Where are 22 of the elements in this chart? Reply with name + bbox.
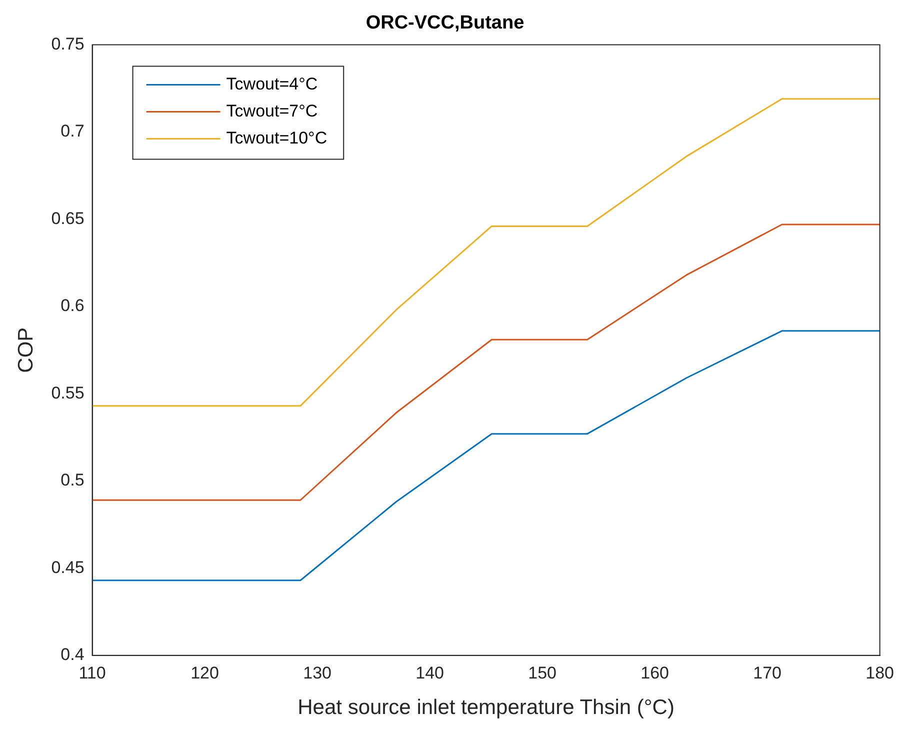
y-tick-label: 0.5 — [60, 470, 84, 490]
x-tick-label: 160 — [640, 663, 669, 682]
x-tick-label: 110 — [78, 663, 106, 682]
y-axis-title: COP — [14, 327, 38, 373]
y-tick-label: 0.6 — [60, 296, 84, 316]
legend-label: Tcwout=10°C — [226, 128, 328, 148]
x-axis-title: Heat source inlet temperature Thsin (°C) — [298, 696, 674, 720]
x-tick-label: 140 — [416, 663, 444, 682]
y-tick-label: 0.65 — [51, 208, 84, 228]
y-tick-label: 0.4 — [60, 645, 84, 664]
y-tick-label: 0.55 — [51, 383, 84, 402]
x-tick-label: 170 — [753, 663, 782, 682]
chart-title: ORC-VCC,Butane — [366, 12, 524, 34]
legend-label: Tcwout=4°C — [226, 74, 318, 94]
x-tick-label: 180 — [866, 663, 894, 682]
y-tick-label: 0.45 — [51, 558, 84, 577]
y-tick-label: 0.75 — [51, 34, 84, 54]
x-tick-label: 150 — [528, 663, 556, 682]
legend-label: Tcwout=7°C — [226, 101, 318, 120]
y-tick-label: 0.7 — [60, 122, 84, 141]
x-tick-label: 120 — [190, 663, 219, 682]
x-tick-label: 130 — [303, 663, 332, 682]
